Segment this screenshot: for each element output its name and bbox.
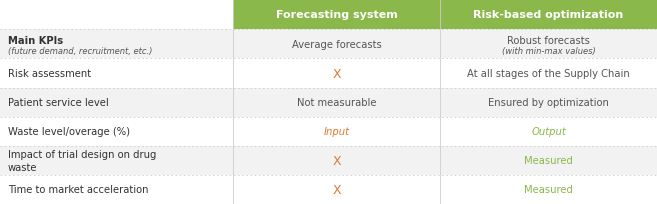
- Text: X: X: [332, 67, 341, 80]
- Bar: [440, 175, 657, 204]
- Text: Patient service level: Patient service level: [8, 98, 108, 108]
- Text: Robust forecasts: Robust forecasts: [507, 36, 590, 46]
- Text: Measured: Measured: [524, 185, 573, 194]
- Bar: [440, 146, 657, 175]
- Bar: [0, 175, 233, 204]
- Text: X: X: [332, 154, 341, 167]
- Bar: [233, 175, 440, 204]
- Bar: [233, 0, 440, 30]
- Bar: [233, 146, 440, 175]
- Bar: [233, 59, 440, 88]
- Text: (future demand, recruitment, etc.): (future demand, recruitment, etc.): [8, 47, 152, 55]
- Text: Ensured by optimization: Ensured by optimization: [488, 98, 609, 108]
- Text: (with min-max values): (with min-max values): [502, 47, 595, 55]
- Text: Risk assessment: Risk assessment: [8, 69, 91, 79]
- Text: X: X: [332, 183, 341, 196]
- Bar: [0, 59, 233, 88]
- Bar: [0, 88, 233, 117]
- Text: Not measurable: Not measurable: [297, 98, 376, 108]
- Bar: [440, 59, 657, 88]
- Text: Time to market acceleration: Time to market acceleration: [8, 185, 148, 194]
- Text: Average forecasts: Average forecasts: [292, 40, 382, 50]
- Bar: [0, 117, 233, 146]
- Bar: [233, 117, 440, 146]
- Text: Measured: Measured: [524, 156, 573, 165]
- Bar: [0, 146, 233, 175]
- Text: Impact of trial design on drug
waste: Impact of trial design on drug waste: [8, 149, 156, 172]
- Bar: [440, 30, 657, 59]
- Bar: [440, 0, 657, 30]
- Bar: [0, 0, 233, 30]
- Text: Forecasting system: Forecasting system: [276, 10, 397, 20]
- Text: Waste level/overage (%): Waste level/overage (%): [8, 127, 130, 136]
- Text: At all stages of the Supply Chain: At all stages of the Supply Chain: [467, 69, 630, 79]
- Bar: [0, 30, 233, 59]
- Text: Risk-based optimization: Risk-based optimization: [474, 10, 623, 20]
- Bar: [440, 88, 657, 117]
- Text: Output: Output: [532, 127, 566, 136]
- Text: Input: Input: [324, 127, 350, 136]
- Bar: [440, 117, 657, 146]
- Text: Main KPIs: Main KPIs: [8, 36, 63, 46]
- Bar: [233, 88, 440, 117]
- Bar: [233, 30, 440, 59]
